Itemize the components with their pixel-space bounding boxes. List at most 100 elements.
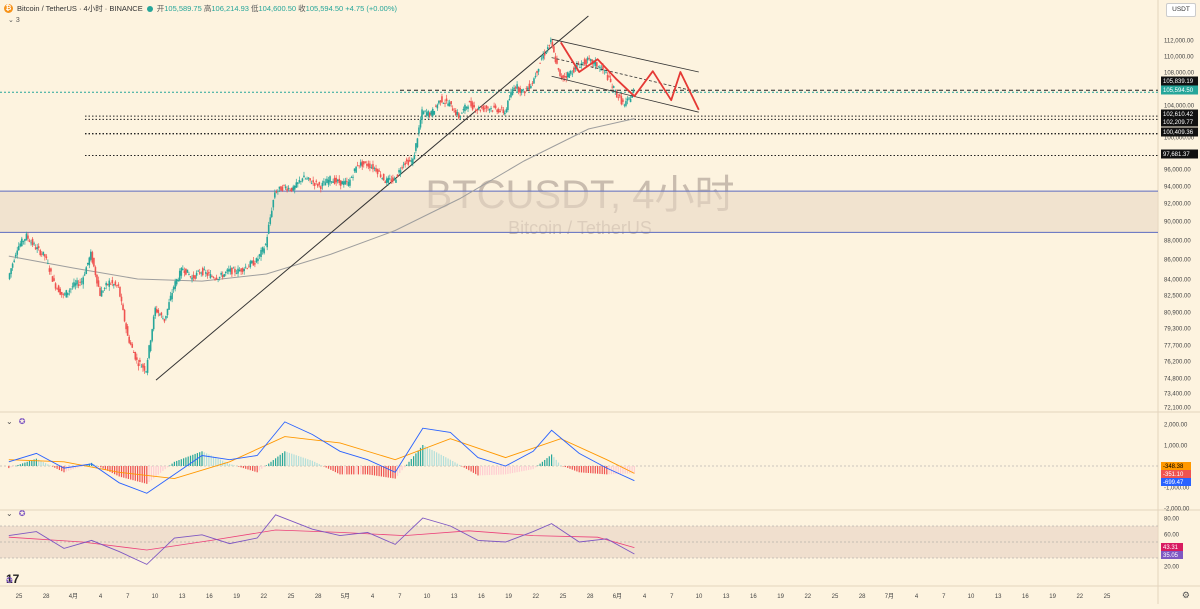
candle-body <box>184 270 186 272</box>
candle-body <box>251 261 253 263</box>
symbol-title[interactable]: Bitcoin / TetherUS · 4小时 · BINANCE <box>17 3 143 14</box>
indicator-toggle[interactable]: ⌄ 3 <box>8 16 20 24</box>
macd-histogram-bar <box>24 463 25 466</box>
candle-body <box>538 69 540 72</box>
candle-body <box>388 178 390 183</box>
macd-histogram-bar <box>471 466 472 472</box>
macd-histogram-bar <box>473 466 474 473</box>
candle-body <box>236 273 238 274</box>
macd-histogram-bar <box>528 466 529 470</box>
candle-body <box>52 276 54 282</box>
price-tick-label: 104,000.00 <box>1164 104 1195 110</box>
macd-histogram-bar <box>434 451 435 466</box>
candle-body <box>621 96 623 104</box>
candle-body <box>418 127 420 133</box>
candle-body <box>136 357 138 360</box>
macd-histogram-bar <box>415 453 416 466</box>
candle-body <box>36 247 38 249</box>
macd-histogram-bar <box>130 466 131 480</box>
candle-body <box>213 277 215 278</box>
time-tick-label: 7 <box>126 594 130 600</box>
macd-histogram-bar <box>484 466 485 475</box>
candle-body <box>142 364 144 367</box>
candle-body <box>291 188 293 191</box>
macd-badge-label: -348.38 <box>1163 464 1184 470</box>
candle-body <box>305 179 307 180</box>
macd-histogram-bar <box>613 466 614 474</box>
price-tick-label: 84,000.00 <box>1164 278 1191 284</box>
candle-body <box>392 177 394 181</box>
price-tick-label: 110,000.00 <box>1164 55 1194 61</box>
candle-body <box>453 112 455 113</box>
candle-body <box>539 63 541 64</box>
candle-body <box>197 271 199 272</box>
macd-histogram-bar <box>330 466 331 470</box>
macd-histogram-bar <box>381 466 382 477</box>
macd-histogram-bar <box>59 466 60 470</box>
candle-body <box>277 191 279 192</box>
candle-body <box>302 178 304 181</box>
candle-body <box>360 162 362 165</box>
macd-histogram-bar <box>57 466 58 469</box>
macd-histogram-bar <box>98 466 99 467</box>
candle-body <box>217 279 219 280</box>
candle-body <box>498 109 500 113</box>
macd-histogram-bar <box>268 464 269 466</box>
candle-body <box>286 189 288 191</box>
macd-histogram-bar <box>625 466 626 474</box>
macd-histogram-bar <box>328 466 329 469</box>
macd-histogram-bar <box>121 466 122 477</box>
candle-body <box>55 283 57 288</box>
candle-body <box>424 111 426 112</box>
macd-histogram-bar <box>45 463 46 466</box>
panel-toggle[interactable]: ✪ <box>6 576 19 585</box>
candle-body <box>492 111 494 112</box>
candle-body <box>181 268 183 276</box>
macd-settings-icon: ✪ <box>19 417 26 426</box>
candle-body <box>544 53 546 55</box>
rsi-panel-controls[interactable]: ⌄✪ <box>6 509 31 518</box>
macd-histogram-bar <box>96 465 97 466</box>
macd-histogram-bar <box>498 466 499 475</box>
time-tick-label: 28 <box>43 594 50 600</box>
level-badge-label: 105,594.50 <box>1163 88 1194 94</box>
macd-histogram-bar <box>629 466 630 474</box>
candle-body <box>41 254 43 255</box>
candle-body <box>154 308 156 316</box>
candle-body <box>415 143 417 151</box>
macd-badge-label: -351.10 <box>1163 472 1184 478</box>
candle-body <box>280 186 282 190</box>
candle-body <box>437 105 439 109</box>
gear-icon[interactable]: ⚙ <box>1182 590 1190 601</box>
candle-body <box>496 110 498 112</box>
currency-button[interactable]: USDT <box>1166 3 1196 17</box>
macd-histogram-bar <box>551 454 552 466</box>
time-tick-label: 22 <box>804 594 811 600</box>
macd-histogram-bar <box>372 466 373 475</box>
candle-body <box>368 163 370 166</box>
macd-histogram-bar <box>142 466 143 483</box>
macd-histogram-bar <box>431 450 432 466</box>
candle-body <box>384 181 386 183</box>
time-tick-label: 7 <box>398 594 402 600</box>
candle-body <box>409 160 411 161</box>
candle-body <box>234 269 236 272</box>
candle-body <box>487 107 489 108</box>
candle-body <box>337 180 339 181</box>
macd-histogram-bar <box>312 461 313 466</box>
candle-body <box>515 87 517 88</box>
macd-tick-label: 1,000.00 <box>1164 444 1188 450</box>
level-badge-label: 102,209.77 <box>1163 120 1194 126</box>
macd-histogram-bar <box>565 466 566 467</box>
macd-histogram-bar <box>365 466 366 474</box>
macd-panel-controls[interactable]: ⌄✪ <box>6 417 31 426</box>
macd-histogram-bar <box>438 454 439 466</box>
candle-body <box>391 180 393 183</box>
candle-body <box>179 271 181 281</box>
candle-body <box>395 180 397 183</box>
candle-body <box>148 345 150 358</box>
candle-body <box>443 103 445 104</box>
rsi-badge-label: 43.31 <box>1163 545 1179 551</box>
